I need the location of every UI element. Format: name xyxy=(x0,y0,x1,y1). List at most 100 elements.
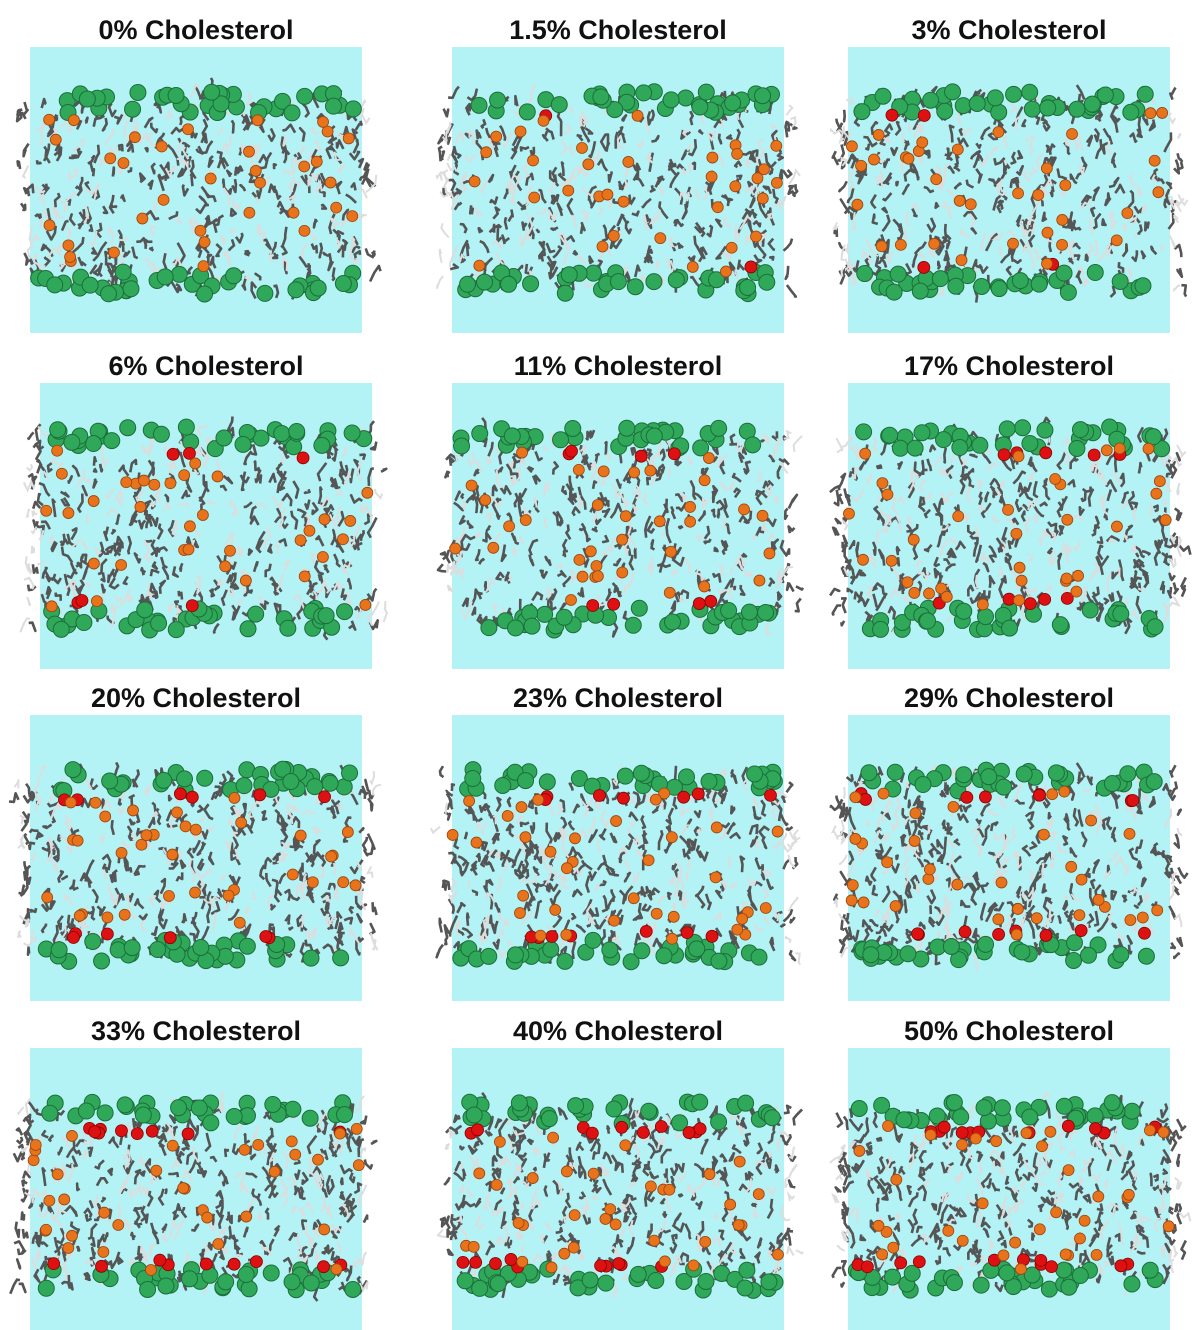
ester-bead xyxy=(42,892,53,903)
head-bead xyxy=(460,276,476,292)
head-bead xyxy=(701,773,717,789)
ester-bead xyxy=(1152,905,1163,916)
ester-bead xyxy=(1014,562,1025,573)
hydroxyl-bead xyxy=(131,1128,143,1140)
head-bead xyxy=(1014,944,1030,960)
hydroxyl-bead xyxy=(297,452,309,464)
ester-bead xyxy=(993,914,1004,925)
ester-bead xyxy=(924,864,935,875)
ester-bead xyxy=(1122,208,1133,219)
ester-bead xyxy=(953,511,964,522)
head-bead xyxy=(1137,86,1153,102)
ester-bead xyxy=(481,147,492,158)
ester-bead xyxy=(46,601,57,612)
hydroxyl-bead xyxy=(694,1123,706,1135)
hydroxyl-bead xyxy=(616,1121,628,1133)
ester-bead xyxy=(137,213,148,224)
hydroxyl-bead xyxy=(319,791,331,803)
ester-bead xyxy=(59,1194,70,1205)
hydroxyl-bead xyxy=(586,1127,598,1139)
head-bead xyxy=(337,1107,353,1123)
head-bead xyxy=(150,942,166,958)
panel-title: 20% Cholesterol xyxy=(91,683,301,713)
ester-bead xyxy=(141,830,152,841)
hydroxyl-bead xyxy=(470,1256,482,1268)
hydroxyl-bead xyxy=(913,1256,925,1268)
ester-bead xyxy=(711,822,722,833)
ester-bead xyxy=(643,855,654,866)
head-bead xyxy=(952,440,968,456)
head-bead xyxy=(1037,422,1053,438)
head-bead xyxy=(1022,435,1038,451)
head-bead xyxy=(490,1276,506,1292)
ester-bead xyxy=(858,554,869,565)
ester-bead xyxy=(700,1236,711,1247)
head-bead xyxy=(303,1275,319,1291)
ester-bead xyxy=(471,837,482,848)
ester-bead xyxy=(520,515,531,526)
ester-bead xyxy=(491,131,502,142)
ester-bead xyxy=(597,241,608,252)
head-bead xyxy=(102,773,118,789)
head-bead xyxy=(472,1280,488,1296)
head-bead xyxy=(999,421,1015,437)
head-bead xyxy=(636,85,652,101)
head-bead xyxy=(335,276,351,292)
hydroxyl-bead xyxy=(1115,1260,1127,1272)
hydroxyl-bead xyxy=(956,1127,968,1139)
head-bead xyxy=(1104,1095,1120,1111)
head-bead xyxy=(130,84,146,100)
head-bead xyxy=(1041,1281,1057,1297)
ester-bead xyxy=(561,929,572,940)
hydroxyl-bead xyxy=(998,449,1010,461)
ester-bead xyxy=(566,594,577,605)
ester-bead xyxy=(873,129,884,140)
ester-bead xyxy=(699,581,710,592)
head-bead xyxy=(302,1110,318,1126)
head-bead xyxy=(238,1267,254,1283)
head-bead xyxy=(344,425,360,441)
head-bead xyxy=(342,765,358,781)
head-bead xyxy=(932,271,948,287)
head-bead xyxy=(955,98,971,114)
ester-bead xyxy=(183,544,194,555)
hydroxyl-bead xyxy=(115,1125,127,1137)
ester-bead xyxy=(100,811,111,822)
panel: 6% Cholesterol xyxy=(20,351,387,669)
ester-bead xyxy=(65,251,76,262)
ester-bead xyxy=(659,1256,670,1267)
ester-bead xyxy=(52,445,63,456)
ester-bead xyxy=(998,1250,1009,1261)
ester-bead xyxy=(513,1218,524,1229)
ester-bead xyxy=(666,832,677,843)
head-bead xyxy=(125,101,141,117)
ester-bead xyxy=(190,458,201,469)
head-bead xyxy=(38,1280,54,1296)
hydroxyl-bead xyxy=(1040,929,1052,941)
ester-bead xyxy=(668,911,679,922)
head-bead xyxy=(854,104,870,120)
head-bead xyxy=(882,427,898,443)
panel: 23% Cholesterol xyxy=(431,683,800,1001)
ester-bead xyxy=(239,1144,250,1155)
hydroxyl-bead xyxy=(186,600,198,612)
hydroxyl-bead xyxy=(895,1257,907,1269)
ester-bead xyxy=(688,1260,699,1271)
ester-bead xyxy=(466,480,477,491)
head-bead xyxy=(1006,86,1022,102)
ester-bead xyxy=(954,195,965,206)
ester-bead xyxy=(331,202,342,213)
ester-bead xyxy=(180,821,191,832)
hydroxyl-bead xyxy=(96,1260,108,1272)
head-bead xyxy=(887,764,903,780)
ester-bead xyxy=(514,908,525,919)
head-bead xyxy=(914,425,930,441)
ester-bead xyxy=(255,177,266,188)
ester-bead xyxy=(1074,910,1085,921)
ester-bead xyxy=(184,521,195,532)
hydroxyl-bead xyxy=(861,1261,873,1273)
ester-bead xyxy=(561,863,572,874)
ester-bead xyxy=(548,1132,559,1143)
head-bead xyxy=(171,1100,187,1116)
ester-bead xyxy=(645,465,656,476)
